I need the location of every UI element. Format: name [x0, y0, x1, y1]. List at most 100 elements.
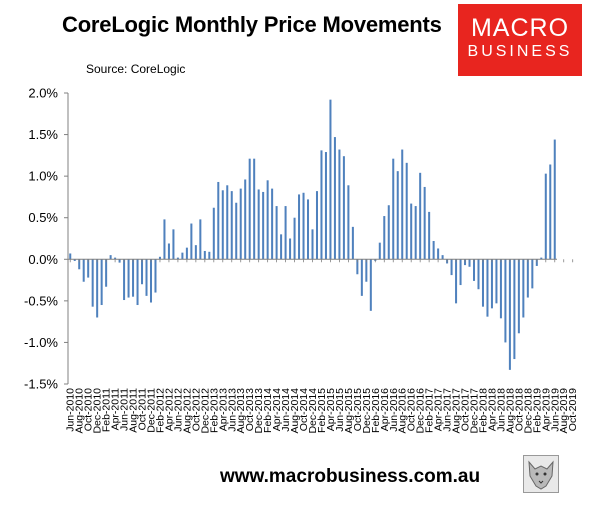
bar — [396, 171, 399, 260]
x-tick-label: Dec-2014 — [307, 388, 319, 434]
bar — [401, 149, 404, 260]
bar — [333, 137, 336, 260]
x-tick-label: Jun-2014 — [280, 388, 292, 432]
bar — [149, 259, 153, 303]
bar — [141, 259, 144, 285]
bar — [145, 259, 148, 296]
x-tick-label: Jun-2018 — [495, 388, 507, 432]
bar — [549, 164, 552, 260]
bar — [239, 188, 242, 260]
bar — [383, 216, 386, 260]
bar — [73, 259, 76, 261]
bar — [123, 259, 126, 301]
bar — [477, 259, 480, 290]
x-tick-label: Apr-2014 — [271, 388, 283, 431]
x-tick-label: Aug-2016 — [397, 388, 409, 434]
bar — [553, 139, 556, 260]
bar — [526, 259, 529, 298]
bar — [459, 259, 462, 286]
bar — [428, 211, 431, 260]
bar — [419, 172, 422, 260]
bar — [158, 256, 161, 260]
x-tick-label: Oct-2011 — [137, 388, 149, 431]
bar — [118, 259, 121, 263]
bar — [199, 219, 202, 260]
bar — [508, 259, 511, 370]
x-tick-label: Oct-2013 — [244, 388, 256, 431]
bar — [441, 255, 444, 260]
bar — [217, 181, 220, 260]
bar — [100, 259, 103, 306]
bar — [82, 259, 85, 282]
bar — [414, 206, 417, 260]
bar — [351, 226, 354, 260]
x-tick-label: Jun-2015 — [334, 388, 346, 432]
bar — [320, 150, 323, 260]
x-tick-label: Oct-2016 — [406, 388, 418, 431]
bar — [298, 194, 301, 260]
bar — [96, 259, 99, 318]
bar — [531, 259, 534, 289]
bar — [360, 259, 363, 296]
x-tick-label: Apr-2011 — [110, 388, 122, 431]
bar — [257, 189, 260, 260]
bar — [69, 253, 72, 260]
x-tick-label: Feb-2015 — [316, 388, 328, 433]
x-tick-label: Jun-2010 — [65, 388, 77, 432]
bar — [387, 205, 390, 260]
x-tick-label: Oct-2019 — [567, 388, 579, 431]
x-tick-label: Oct-2012 — [190, 388, 202, 431]
bar — [78, 259, 81, 270]
x-tick-label: Aug-2017 — [451, 388, 463, 434]
x-tick-label: Aug-2013 — [235, 388, 247, 434]
bar — [253, 158, 256, 260]
wolf-icon — [523, 455, 559, 493]
x-tick-label: Feb-2012 — [154, 388, 166, 433]
x-tick-label: Dec-2013 — [253, 388, 265, 434]
x-tick-label: Feb-2014 — [262, 388, 274, 433]
y-tick-label: -0.5% — [24, 293, 58, 308]
bar — [203, 250, 206, 260]
bar — [338, 149, 341, 260]
bar — [284, 206, 287, 260]
y-tick-label: 0.0% — [28, 252, 58, 267]
bar — [315, 191, 318, 260]
x-tick-label: Apr-2012 — [163, 388, 175, 431]
logo-line-2: BUSINESS — [467, 43, 573, 60]
bar — [356, 259, 359, 275]
x-tick-label: Apr-2016 — [379, 388, 391, 431]
y-tick-label: 2.0% — [28, 86, 58, 101]
x-tick-label: Oct-2014 — [298, 388, 310, 431]
bar — [185, 247, 188, 260]
x-tick-label: Dec-2016 — [415, 388, 427, 434]
bar — [468, 259, 471, 267]
bar — [172, 229, 175, 260]
x-tick-label: Aug-2015 — [343, 388, 355, 434]
x-tick-label: Dec-2010 — [92, 388, 104, 434]
bar — [486, 259, 489, 317]
x-tick-label: Apr-2019 — [540, 388, 552, 431]
bar — [437, 248, 440, 260]
bar — [181, 252, 184, 260]
macrobusiness-logo: MACRO BUSINESS — [458, 4, 582, 76]
bar — [167, 243, 170, 260]
bar — [235, 202, 238, 260]
x-tick-label: Jun-2012 — [172, 388, 184, 432]
bar — [324, 152, 327, 260]
bar — [275, 206, 278, 260]
x-tick-label: Jun-2016 — [388, 388, 400, 432]
y-axis: -1.5% -1.0% -0.5% 0.0% 0.5% 1.0% 1.5% 2.0% — [24, 86, 69, 392]
bar — [365, 259, 368, 282]
bar — [517, 259, 520, 334]
bar — [154, 259, 157, 293]
bar — [208, 251, 211, 260]
bar — [280, 234, 283, 260]
website-url[interactable]: www.macrobusiness.com.au — [220, 466, 481, 487]
bar — [127, 259, 130, 298]
x-tick-label: Oct-2015 — [352, 388, 364, 431]
x-tick-label: Oct-2010 — [83, 388, 95, 431]
bar — [212, 207, 215, 260]
x-tick-label: Aug-2011 — [128, 388, 140, 433]
x-tick-label: Dec-2015 — [361, 388, 373, 434]
